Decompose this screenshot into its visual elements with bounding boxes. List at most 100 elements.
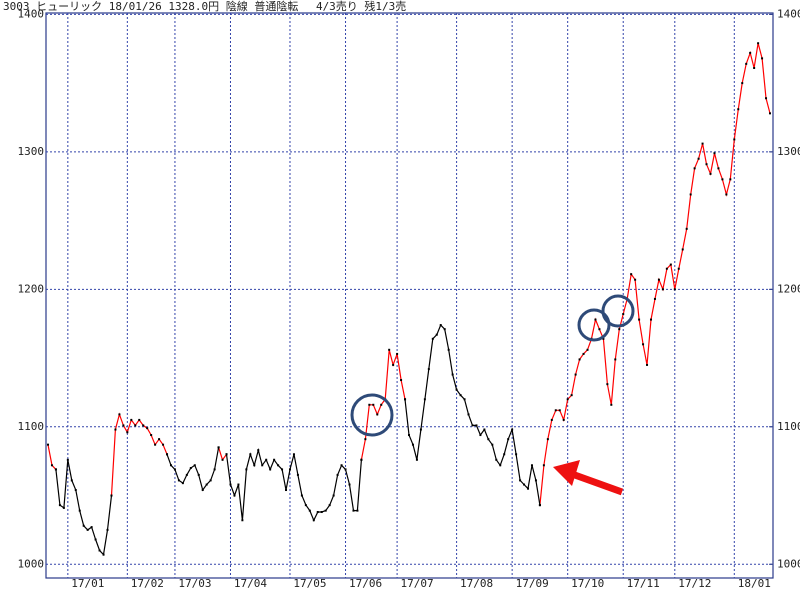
price-dot xyxy=(360,458,363,461)
price-dot xyxy=(542,464,545,467)
y-tick-label: 1000 xyxy=(18,557,45,570)
price-dot xyxy=(277,464,280,467)
price-dot xyxy=(467,413,470,416)
y2-tick-label: 1400 xyxy=(777,7,800,20)
price-dot xyxy=(122,424,125,427)
price-dot xyxy=(392,363,395,366)
price-dot xyxy=(185,473,188,476)
price-dot xyxy=(582,352,585,355)
price-dot xyxy=(435,333,438,336)
price-dot xyxy=(725,193,728,196)
price-dot xyxy=(618,328,621,331)
price-dot xyxy=(296,473,299,476)
price-dot xyxy=(130,418,133,421)
price-dot xyxy=(439,324,442,327)
price-dot xyxy=(661,288,664,291)
price-dot xyxy=(281,468,284,471)
price-dot xyxy=(598,328,601,331)
price-dot xyxy=(459,394,462,397)
price-dot xyxy=(642,343,645,346)
price-dot xyxy=(114,428,117,431)
price-dot xyxy=(765,97,768,100)
price-dot xyxy=(586,348,589,351)
price-dot xyxy=(717,167,720,170)
price-dot xyxy=(594,318,597,321)
price-dot xyxy=(356,509,359,512)
price-dot xyxy=(769,112,771,115)
price-dot xyxy=(419,428,422,431)
price-dot xyxy=(106,528,109,531)
price-dot xyxy=(352,509,355,512)
price-dot xyxy=(665,267,668,270)
price-dot xyxy=(566,398,569,401)
price-dot xyxy=(217,446,220,449)
price-dot xyxy=(173,468,176,471)
price-dot xyxy=(475,424,478,427)
price-dot xyxy=(527,487,530,490)
price-dot xyxy=(606,383,609,386)
x-tick-label: 17/02 xyxy=(131,577,164,590)
price-dot xyxy=(709,172,712,175)
price-dot xyxy=(491,443,494,446)
price-dot xyxy=(677,267,680,270)
price-dot xyxy=(90,526,93,529)
price-dot xyxy=(237,483,240,486)
price-dot xyxy=(340,464,343,467)
price-dot xyxy=(181,482,184,485)
x-tick-label: 17/01 xyxy=(71,577,104,590)
price-dot xyxy=(308,509,311,512)
price-dot xyxy=(332,494,335,497)
price-dot xyxy=(729,178,732,181)
price-dot xyxy=(372,403,375,406)
price-dot xyxy=(134,424,137,427)
price-dot xyxy=(578,358,581,361)
price-dot xyxy=(162,443,165,446)
price-dot xyxy=(431,337,434,340)
price-dot xyxy=(511,428,514,431)
price-dot xyxy=(638,318,641,321)
price-dot xyxy=(705,163,708,166)
price-dot xyxy=(62,506,65,509)
price-dot xyxy=(423,398,426,401)
price-dot xyxy=(649,318,652,321)
price-dot xyxy=(312,519,315,522)
price-dot xyxy=(697,157,700,160)
price-dot xyxy=(483,428,486,431)
price-dot xyxy=(455,388,458,391)
price-dot xyxy=(102,553,105,556)
price-dot xyxy=(408,434,410,437)
price-dot xyxy=(348,483,351,486)
price-dot xyxy=(257,449,260,452)
x-tick-label: 17/08 xyxy=(460,577,493,590)
price-dot xyxy=(197,473,200,476)
price-dot xyxy=(201,489,204,492)
price-dot xyxy=(753,66,756,69)
highlight-circle xyxy=(601,294,635,328)
y-tick-label: 1200 xyxy=(18,282,45,295)
price-dot xyxy=(495,458,498,461)
price-dot xyxy=(550,418,553,421)
price-dot xyxy=(538,504,541,507)
price-dot xyxy=(574,373,577,376)
chart-title: 3003 ヒューリック 18/01/26 1328.0円 陰線 普通陰転 4/3… xyxy=(3,0,406,13)
price-line xyxy=(360,349,406,460)
price-dot xyxy=(150,434,153,437)
price-dot xyxy=(193,464,196,467)
price-dot xyxy=(713,152,716,155)
arrow-shaft xyxy=(570,470,624,496)
price-dot xyxy=(451,373,454,376)
price-dot xyxy=(400,379,403,382)
price-dot xyxy=(388,348,391,351)
price-dot xyxy=(344,468,347,471)
price-dot xyxy=(316,511,319,514)
price-dot xyxy=(126,431,129,434)
price-dot xyxy=(737,108,740,111)
price-dot xyxy=(427,368,430,371)
price-dot xyxy=(74,489,77,492)
price-dot xyxy=(249,453,252,456)
price-dot xyxy=(622,313,625,316)
price-dot xyxy=(749,51,752,54)
price-dot xyxy=(602,337,605,340)
price-dot xyxy=(630,273,633,276)
